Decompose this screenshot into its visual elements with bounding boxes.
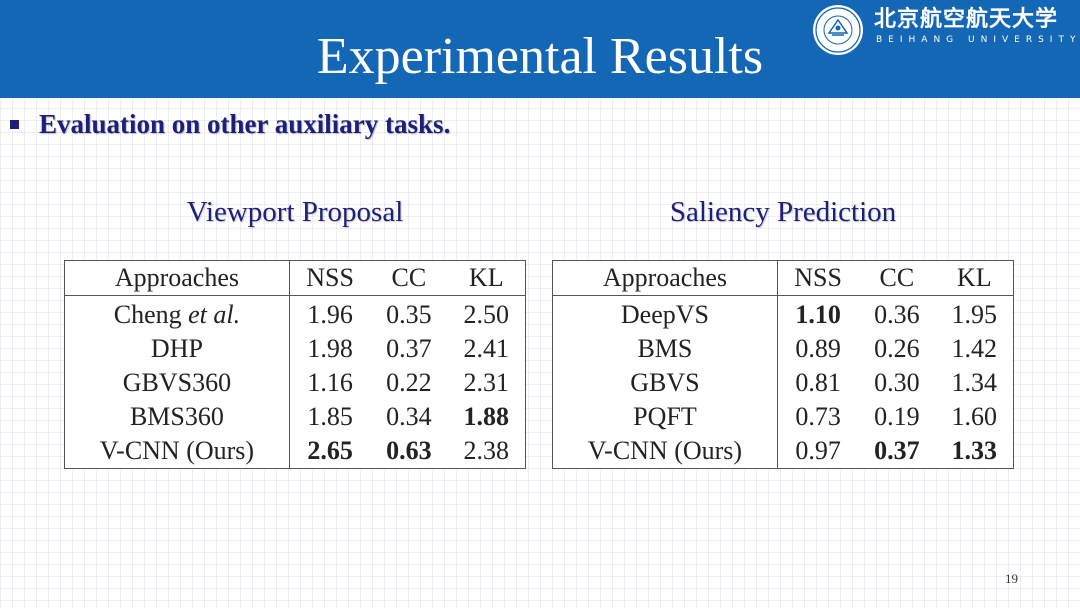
approach-name: BMS <box>552 332 778 366</box>
kl-value: 2.41 <box>463 334 510 363</box>
nss-value: 0.81 <box>795 368 841 397</box>
column-header-approaches: Approaches <box>552 260 778 296</box>
column-header-cc: CC <box>370 260 448 296</box>
column-header-cc: CC <box>858 260 936 296</box>
approach-name: Cheng et al. <box>64 295 290 332</box>
university-logo: 北京航空航天大学 BEIHANG UNIVERSITY <box>812 4 1076 56</box>
saliency-table-caption: Saliency Prediction <box>669 196 897 228</box>
cc-value: 0.37 <box>386 334 432 363</box>
nss-value: 0.73 <box>795 402 841 431</box>
approach-name: BMS360 <box>64 400 290 434</box>
bullet-item: Evaluation on other auxiliary tasks. <box>10 108 450 140</box>
approach-name-italic: et al. <box>188 300 241 329</box>
nss-value: 1.16 <box>307 368 353 397</box>
table-header-row: Approaches NSS CC KL <box>64 260 526 296</box>
saliency-prediction-table: Approaches NSS CC KL DeepVS 1.10 0.36 1.… <box>552 260 1014 469</box>
kl-value: 1.42 <box>951 334 998 363</box>
bullet-text: Evaluation on other auxiliary tasks. <box>39 108 451 139</box>
approach-name: V-CNN (Ours) <box>552 434 778 469</box>
nss-value: 1.98 <box>307 334 353 363</box>
table-row: V-CNN (Ours) 0.97 0.37 1.33 <box>552 434 1014 469</box>
viewport-table-caption: Viewport Proposal <box>186 196 404 228</box>
cc-value-best: 0.37 <box>874 436 920 465</box>
column-header-nss: NSS <box>289 260 371 296</box>
cc-value: 0.30 <box>874 368 920 397</box>
cc-value: 0.22 <box>386 368 432 397</box>
cc-value: 0.35 <box>386 300 432 329</box>
approach-name-main: Cheng <box>113 300 182 329</box>
university-name-cn: 北京航空航天大学 <box>874 7 1059 32</box>
table-row: DeepVS 1.10 0.36 1.95 <box>552 295 1014 332</box>
approach-name: V-CNN (Ours) <box>64 434 290 469</box>
table-row: GBVS 0.81 0.30 1.34 <box>552 366 1014 400</box>
table-row: Cheng et al. 1.96 0.35 2.50 <box>64 295 526 332</box>
kl-value: 2.50 <box>463 300 510 329</box>
approach-name: DeepVS <box>552 295 778 332</box>
column-header-kl: KL <box>935 260 1014 296</box>
nss-value-best: 2.65 <box>307 436 353 465</box>
nss-value: 1.85 <box>307 402 353 431</box>
page-number: 19 <box>1005 571 1018 586</box>
nss-value-best: 1.10 <box>795 300 841 329</box>
kl-value: 1.95 <box>951 300 998 329</box>
column-header-approaches: Approaches <box>64 260 290 296</box>
table-row: DHP 1.98 0.37 2.41 <box>64 332 526 366</box>
table-row: V-CNN (Ours) 2.65 0.63 2.38 <box>64 434 526 469</box>
kl-value: 2.31 <box>463 368 510 397</box>
cc-value-best: 0.63 <box>386 436 432 465</box>
approach-name: GBVS <box>552 366 778 400</box>
table-row: BMS 0.89 0.26 1.42 <box>552 332 1014 366</box>
column-header-nss: NSS <box>777 260 859 296</box>
header-band: Experimental Results 北京航空航天大学 BEIHANG UN… <box>0 0 1080 98</box>
kl-value-best: 1.33 <box>951 436 998 465</box>
table-header-row: Approaches NSS CC KL <box>552 260 1014 296</box>
university-name-en: BEIHANG UNIVERSITY <box>876 35 1080 45</box>
nss-value: 0.97 <box>795 436 841 465</box>
cc-value: 0.36 <box>874 300 920 329</box>
cc-value: 0.19 <box>874 402 920 431</box>
kl-value: 1.60 <box>951 402 998 431</box>
slide-title: Experimental Results <box>316 28 764 85</box>
cc-value: 0.26 <box>874 334 920 363</box>
kl-value: 2.38 <box>463 436 510 465</box>
table-row: PQFT 0.73 0.19 1.60 <box>552 400 1014 434</box>
square-bullet-icon <box>10 119 19 129</box>
approach-name: GBVS360 <box>64 366 290 400</box>
nss-value: 0.89 <box>795 334 841 363</box>
approach-name: PQFT <box>552 400 778 434</box>
kl-value-best: 1.88 <box>463 402 510 431</box>
university-seal-icon <box>813 5 863 55</box>
cc-value: 0.34 <box>386 402 432 431</box>
kl-value: 1.34 <box>951 368 998 397</box>
table-row: GBVS360 1.16 0.22 2.31 <box>64 366 526 400</box>
column-header-kl: KL <box>447 260 526 296</box>
table-row: BMS360 1.85 0.34 1.88 <box>64 400 526 434</box>
approach-name: DHP <box>64 332 290 366</box>
nss-value: 1.96 <box>307 300 353 329</box>
viewport-proposal-table: Approaches NSS CC KL Cheng et al. 1.96 0… <box>64 260 526 469</box>
